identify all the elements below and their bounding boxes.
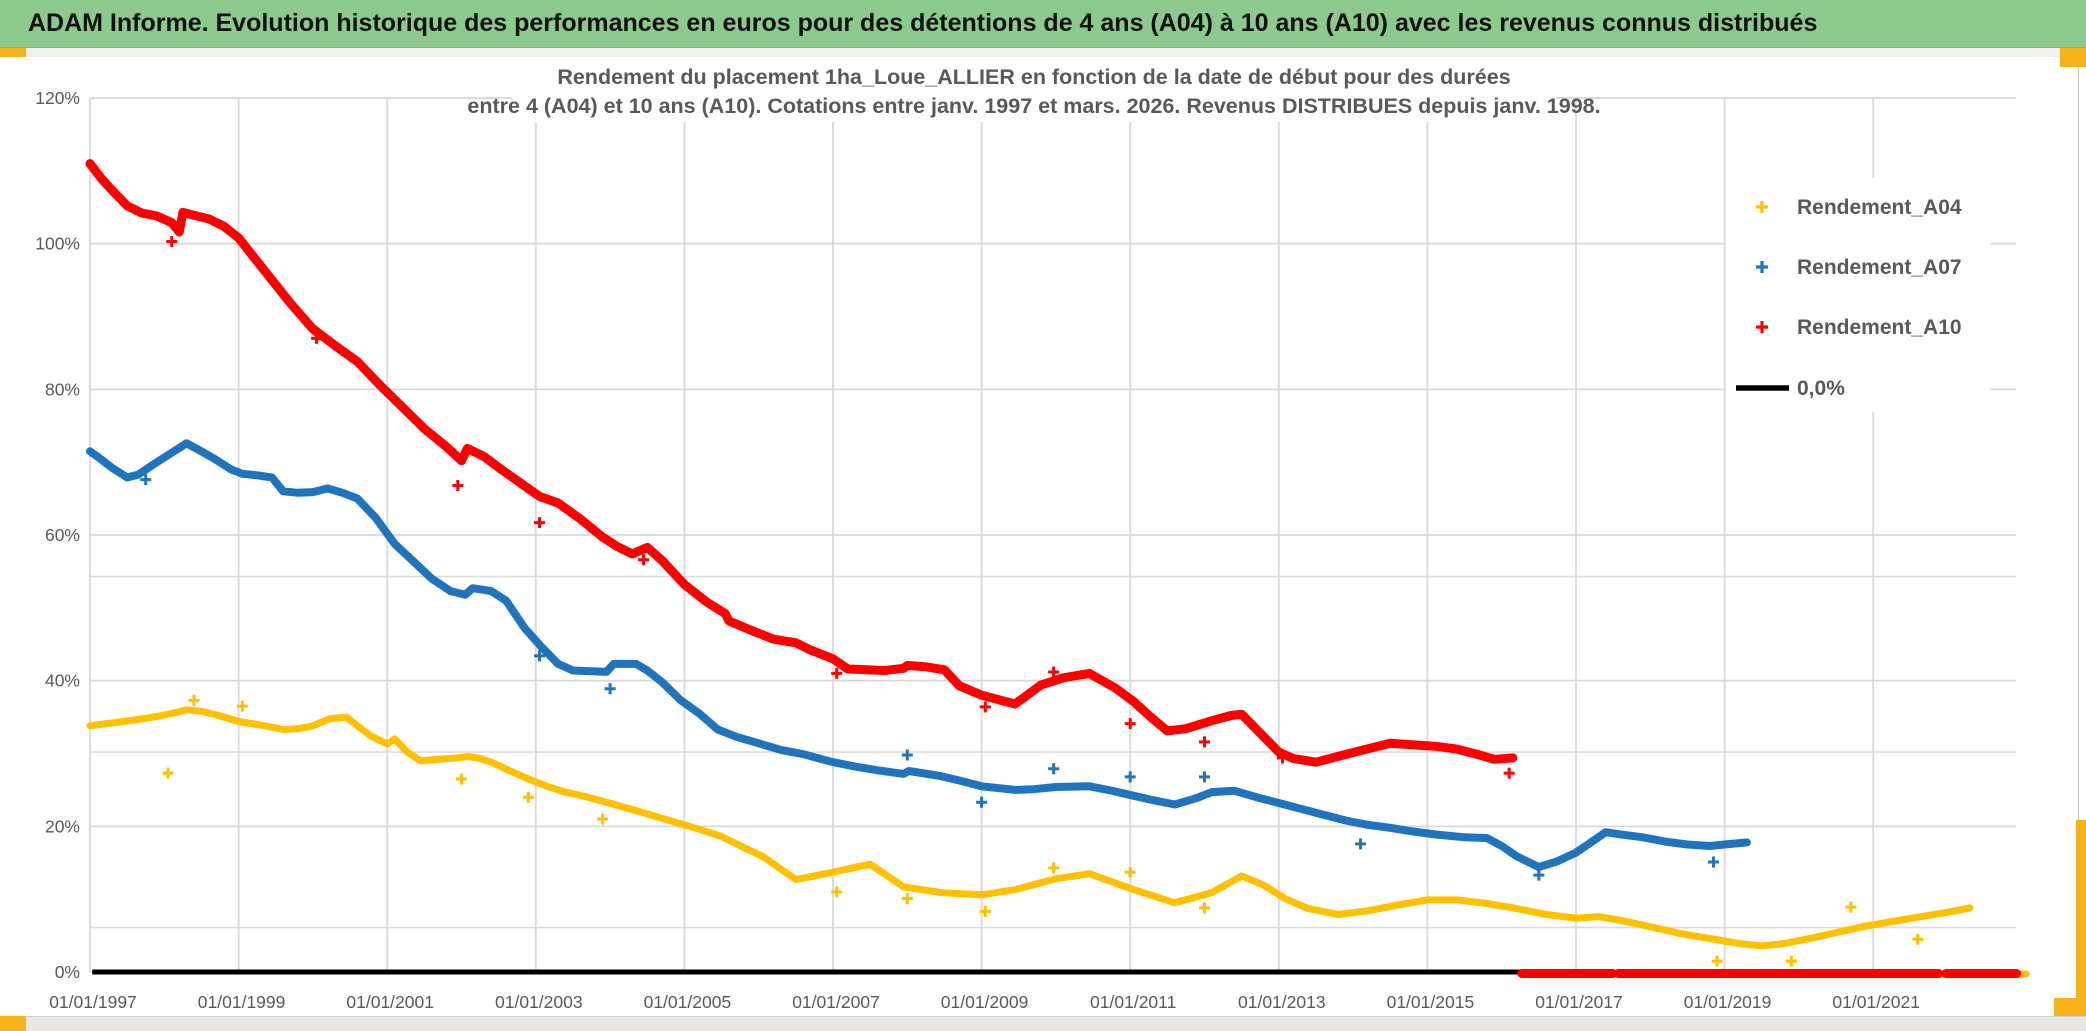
chart-border [2078, 57, 2079, 1016]
outlier-plus-marker [1785, 955, 1797, 967]
outlier-plus-marker [1124, 771, 1136, 783]
legend-item-0-0-[interactable]: 0,0% [1736, 377, 1845, 400]
corner-accent-bottom-right [2054, 998, 2086, 1016]
y-tick-label: 80% [45, 379, 80, 399]
outlier-plus-marker [831, 886, 843, 898]
outlier-plus-marker [311, 332, 323, 344]
x-tick-label: 01/01/2009 [941, 992, 1029, 1012]
x-tick-label: 01/01/2013 [1238, 992, 1326, 1012]
outlier-plus-marker [1756, 321, 1768, 333]
outlier-plus-marker [1845, 901, 1857, 913]
outlier-plus-marker [1912, 933, 1924, 945]
chart-svg: 0% 20% 40% 60% 80% 100% 120% 01/01/1997 01/01/19… [35, 58, 2030, 1012]
legend-label: 0,0% [1797, 377, 1845, 400]
outlier-plus-marker [1503, 767, 1515, 779]
outlier-plus-marker [162, 767, 174, 779]
y-tick-label: 120% [35, 88, 80, 108]
y-tick-label: 60% [45, 525, 80, 545]
x-tick-label: 01/01/2005 [644, 992, 732, 1012]
outlier-plus-marker [831, 667, 843, 679]
x-tick-label: 01/01/2017 [1535, 992, 1623, 1012]
outlier-plus-marker [1124, 718, 1136, 730]
outlier-plus-marker [1048, 862, 1060, 874]
x-tick-label: 01/01/2003 [495, 992, 583, 1012]
outlier-plus-marker [638, 554, 650, 566]
outlier-plus-marker [604, 683, 616, 695]
subheader-strip [0, 48, 2086, 57]
corner-accent-top-right [2060, 48, 2086, 67]
outlier-plus-marker [979, 701, 991, 713]
chart-title-line: Rendement du placement 1ha_Loue_ALLIER e… [557, 65, 1510, 89]
y-tick-label: 40% [45, 671, 80, 691]
x-tick-label: 01/01/2019 [1684, 992, 1772, 1012]
outlier-plus-marker [1355, 838, 1367, 850]
outlier-plus-marker [1277, 752, 1289, 764]
outlier-plus-marker [456, 773, 467, 785]
outlier-plus-marker [1756, 201, 1768, 213]
x-tick-label: 01/01/2007 [792, 992, 880, 1012]
legend-label: Rendement_A04 [1797, 196, 1962, 219]
series-rendement_a04[interactable] [86, 706, 1974, 950]
corner-accent-top-left [0, 48, 26, 57]
x-tick-label: 01/01/2001 [346, 992, 434, 1012]
legend-item-rendement-a10[interactable]: Rendement_A10 [1756, 316, 1962, 339]
legend-item-rendement-a04[interactable]: Rendement_A04 [1756, 196, 1962, 219]
corner-accent-bottom-left [0, 1016, 26, 1031]
outlier-plus-marker [1756, 261, 1768, 273]
x-tick-label: 01/01/2021 [1832, 992, 1920, 1012]
outlier-plus-marker [166, 236, 178, 248]
series-rendement_a10[interactable] [85, 159, 1518, 767]
legend-item-rendement-a07[interactable]: Rendement_A07 [1756, 256, 1962, 279]
outlier-plus-marker [1048, 666, 1060, 678]
edge-accent-right [2076, 820, 2086, 1016]
header-banner: ADAM Informe. Evolution historique des p… [0, 0, 2086, 48]
outlier-plus-marker [597, 813, 609, 825]
outlier-plus-marker [188, 694, 200, 706]
outlier-plus-marker [976, 796, 988, 808]
legend-backdrop [1726, 178, 1990, 412]
chart-area[interactable]: 0% 20% 40% 60% 80% 100% 120% 01/01/1997 01/01/19… [0, 57, 2086, 1016]
x-tick-label: 01/01/2015 [1387, 992, 1475, 1012]
outlier-plus-marker [1199, 736, 1210, 748]
outlier-plus-marker [1199, 771, 1210, 783]
legend-label: Rendement_A10 [1797, 316, 1962, 339]
x-tick-label: 01/01/1997 [49, 992, 137, 1012]
outlier-plus-marker [534, 517, 546, 529]
header-title: ADAM Informe. Evolution historique des p… [28, 9, 1818, 37]
x-tick-label: 01/01/2011 [1090, 992, 1176, 1012]
y-tick-label: 100% [35, 234, 80, 254]
outlier-plus-marker [534, 650, 546, 662]
y-tick-label: 20% [45, 816, 80, 836]
outlier-plus-marker [979, 906, 991, 918]
outlier-plus-marker [1533, 869, 1545, 881]
series-rendement_a07[interactable] [86, 439, 1751, 872]
outlier-plus-marker [522, 791, 534, 803]
chart-title-line: entre 4 (A04) et 10 ans (A10). Cotations… [467, 94, 1600, 118]
outlier-plus-marker [901, 749, 913, 761]
outlier-plus-marker [140, 474, 152, 486]
outlier-plus-marker [236, 700, 248, 712]
outlier-plus-marker [1707, 856, 1719, 868]
outlier-plus-marker [901, 892, 913, 904]
outlier-plus-marker [1711, 955, 1723, 967]
outlier-plus-marker [1199, 902, 1210, 914]
title-backdrop [512, 58, 1556, 122]
outlier-plus-marker [1124, 866, 1136, 878]
y-tick-label: 0% [55, 962, 80, 982]
outlier-plus-marker [452, 479, 464, 491]
outlier-plus-marker [1048, 763, 1060, 775]
x-tick-label: 01/01/1999 [198, 992, 286, 1012]
legend-label: Rendement_A07 [1797, 256, 1962, 279]
bottom-strip [0, 1016, 2086, 1031]
